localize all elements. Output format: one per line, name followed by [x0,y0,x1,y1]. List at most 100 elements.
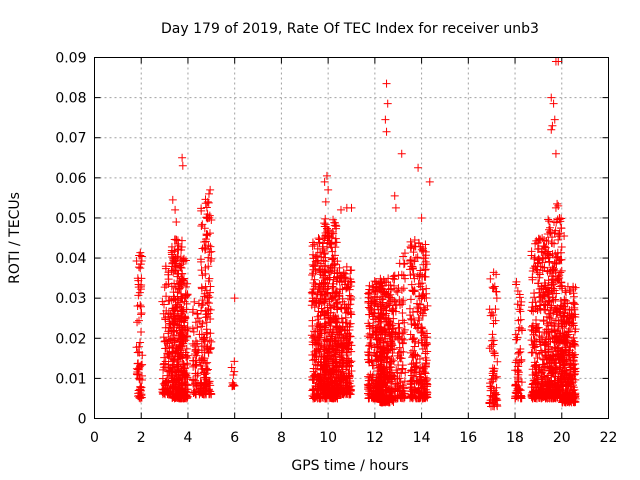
data-point [325,275,334,284]
data-point [332,315,341,324]
data-point [205,336,214,345]
data-point [511,381,520,390]
data-point [171,296,180,305]
data-point [391,307,400,316]
data-point [204,198,213,207]
data-point [316,283,325,292]
data-point [394,271,403,280]
data-point [559,311,568,320]
data-point [206,305,215,314]
data-point [409,270,418,279]
data-point [201,269,210,278]
data-point [543,373,552,382]
x-tick-label: 6 [230,430,239,446]
y-tick-label: 0.01 [55,371,86,387]
data-point [203,365,212,374]
data-point [538,290,547,299]
data-point [338,384,347,393]
data-point [206,257,215,266]
data-point [170,327,179,336]
data-point [415,279,424,288]
data-point [421,251,430,260]
data-point [309,297,318,306]
data-point [410,274,419,283]
data-point [514,374,523,383]
data-point [136,264,145,273]
data-point [206,185,215,194]
data-point [415,394,424,403]
data-point [203,230,212,239]
data-point [515,293,524,302]
data-point [571,313,580,322]
data-point [203,298,212,307]
data-point [512,386,521,395]
data-point [540,300,549,309]
data-point [570,303,579,312]
y-tick-label: 0.05 [55,211,86,227]
data-point [560,231,569,240]
data-point [314,315,323,324]
data-point [395,295,404,304]
data-point [409,359,418,368]
data-point [159,389,168,398]
data-point [411,351,420,360]
data-point [422,338,431,347]
data-point [366,304,375,313]
data-point [547,358,556,367]
data-point [337,376,346,385]
data-point [329,356,338,365]
data-point [421,265,430,274]
data-point [180,297,189,306]
data-point [400,335,409,344]
data-point [538,234,547,243]
data-point [544,247,553,256]
data-point [400,249,409,258]
data-point [544,386,553,395]
data-point [490,364,499,373]
data-point [369,361,378,370]
data-point [158,387,167,396]
data-point [171,235,180,244]
data-point [199,368,208,377]
data-point [183,354,192,363]
data-point [545,258,554,267]
data-point [514,349,523,358]
data-point [175,284,184,293]
data-point [202,231,211,240]
data-point [197,301,206,310]
data-point [547,284,556,293]
data-point [308,242,317,251]
data-point [515,323,524,332]
data-point [423,388,432,397]
data-point [178,325,187,334]
data-point [308,340,317,349]
data-point [364,381,373,390]
data-point [544,345,553,354]
data-point [534,374,543,383]
data-point [330,251,339,260]
data-point [133,318,142,327]
data-point [134,359,143,368]
data-point [321,214,330,223]
data-point [487,308,496,317]
data-point [326,393,335,402]
data-point [343,362,352,371]
data-point [137,274,146,283]
data-point [338,285,347,294]
data-point [327,332,336,341]
data-point [341,313,350,322]
data-point [569,370,578,379]
data-point [167,337,176,346]
data-point [382,391,391,400]
data-point [344,344,353,353]
data-point [309,265,318,274]
data-point [515,358,524,367]
data-point [550,334,559,343]
data-point [198,388,207,397]
data-point [325,232,334,241]
data-point [335,363,344,372]
data-point [531,379,540,388]
data-point [547,301,556,310]
data-point [321,268,330,277]
data-point [415,355,424,364]
